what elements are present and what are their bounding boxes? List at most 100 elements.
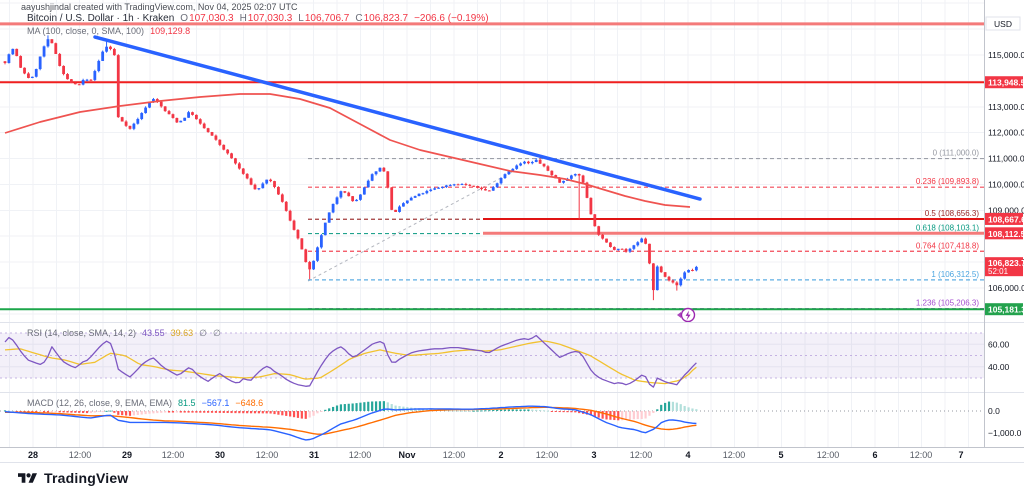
time-axis-label[interactable]: Nov bbox=[398, 450, 415, 460]
candle-body bbox=[655, 266, 659, 291]
time-axis-label[interactable]: 2 bbox=[498, 450, 503, 460]
candle-body bbox=[339, 191, 343, 198]
candle-body bbox=[444, 185, 448, 188]
macd-scale-tick: −1,000.0 bbox=[988, 428, 1022, 438]
macd-histogram-bar bbox=[269, 411, 272, 414]
time-axis-label[interactable]: 31 bbox=[309, 450, 319, 460]
time-axis-label[interactable]: 12:00 bbox=[536, 450, 559, 460]
candle-body bbox=[468, 184, 472, 186]
candle-body bbox=[425, 190, 429, 194]
time-axis-label[interactable]: 29 bbox=[122, 450, 132, 460]
candle-body bbox=[679, 278, 683, 286]
time-axis-label[interactable]: 12:00 bbox=[349, 450, 372, 460]
candle-body bbox=[546, 166, 550, 171]
candle-body bbox=[495, 183, 499, 188]
currency-badge[interactable] bbox=[985, 16, 1021, 31]
rsi-label[interactable]: RSI (14, close, SMA, 14, 2) bbox=[27, 328, 137, 338]
macd-histogram-bar bbox=[113, 411, 116, 413]
time-axis-label[interactable]: 12:00 bbox=[630, 450, 653, 460]
macd-histogram-bar bbox=[363, 402, 366, 411]
macd-histogram-bar bbox=[371, 401, 374, 411]
price-scale-tick: 109,000.0 bbox=[988, 205, 1024, 215]
candle-body bbox=[73, 82, 77, 85]
candle-body bbox=[70, 79, 73, 83]
rsi-upper-band-value: ∅ bbox=[199, 328, 207, 338]
macd-histogram-bar bbox=[230, 411, 233, 414]
candle-body bbox=[366, 180, 370, 188]
ma-value: 109,129.8 bbox=[150, 26, 191, 36]
macd-histogram-bar bbox=[453, 410, 456, 412]
time-axis-label[interactable]: 4 bbox=[685, 450, 690, 460]
candle-body bbox=[234, 158, 237, 164]
brand-name[interactable]: TradingView bbox=[44, 470, 129, 486]
macd-histogram-bar bbox=[335, 405, 339, 411]
rsi-legend[interactable]: RSI (14, close, SMA, 14, 2) 43.55 39.63 … bbox=[27, 328, 221, 339]
macd-histogram-bar bbox=[132, 411, 135, 416]
macd-histogram-bar bbox=[332, 406, 335, 411]
time-axis-label[interactable]: 12:00 bbox=[69, 450, 92, 460]
time-axis-label[interactable]: 28 bbox=[28, 450, 38, 460]
candle-body bbox=[355, 199, 358, 202]
candle-body bbox=[300, 238, 304, 250]
candle-body bbox=[81, 79, 85, 85]
time-axis-label[interactable]: 12:00 bbox=[256, 450, 279, 460]
candle-body bbox=[663, 272, 667, 277]
candle-body bbox=[187, 112, 190, 118]
candle-body bbox=[581, 175, 585, 183]
time-axis-label[interactable]: 12:00 bbox=[443, 450, 466, 460]
time-axis-label[interactable]: 5 bbox=[778, 450, 783, 460]
macd-histogram-bar bbox=[460, 410, 464, 412]
event-arrow-icon[interactable] bbox=[677, 312, 681, 318]
macd-histogram-bar bbox=[136, 411, 139, 415]
ma-100-line bbox=[4, 93, 691, 208]
candle-body bbox=[62, 65, 65, 75]
macd-histogram-bar bbox=[152, 411, 155, 414]
candle-body bbox=[241, 168, 245, 174]
time-axis-label[interactable]: 6 bbox=[872, 450, 877, 460]
time-axis-label[interactable]: 3 bbox=[591, 450, 596, 460]
candle-body bbox=[124, 121, 128, 126]
macd-histogram-bar bbox=[82, 411, 85, 413]
macd-histogram-bar bbox=[101, 411, 104, 412]
time-axis-label[interactable]: 7 bbox=[958, 450, 963, 460]
candle-body bbox=[11, 48, 15, 55]
candle-body bbox=[476, 186, 480, 188]
time-axis-label[interactable]: 12:00 bbox=[910, 450, 933, 460]
price-axis-label-text: 113,948.5 bbox=[988, 78, 1024, 88]
trendline[interactable] bbox=[93, 35, 702, 201]
macd-legend[interactable]: MACD (12, 26, close, 9, EMA, EMA) 81.5 −… bbox=[27, 398, 263, 408]
candle-body bbox=[374, 171, 378, 175]
candle-body bbox=[152, 99, 155, 102]
macd-histogram-bar bbox=[578, 411, 581, 414]
candle-body bbox=[347, 192, 351, 197]
macd-histogram-bar bbox=[488, 410, 491, 412]
symbol-legend[interactable]: Bitcoin / U.S. Dollar · 1h · Kraken O107… bbox=[27, 13, 489, 24]
candle-body bbox=[23, 67, 26, 74]
symbol-title[interactable]: Bitcoin / U.S. Dollar · 1h · Kraken bbox=[27, 13, 175, 24]
tradingview-logo-icon[interactable] bbox=[18, 470, 37, 487]
ma-label[interactable]: MA (100, close, 0, SMA, 100) bbox=[27, 26, 145, 36]
macd-histogram-bar bbox=[347, 403, 350, 411]
time-axis-label[interactable]: 30 bbox=[215, 450, 225, 460]
time-axis-label[interactable]: 12:00 bbox=[817, 450, 840, 460]
candle-body bbox=[398, 206, 401, 212]
candle-body bbox=[456, 184, 460, 186]
candle-body bbox=[319, 235, 323, 248]
macd-histogram-bar bbox=[42, 411, 46, 413]
time-axis-label[interactable]: 12:00 bbox=[723, 450, 746, 460]
candle-body bbox=[292, 220, 296, 230]
candle-body bbox=[659, 266, 663, 273]
ma-legend[interactable]: MA (100, close, 0, SMA, 100) 109,129.8 bbox=[27, 26, 190, 36]
macd-histogram-bar bbox=[249, 411, 253, 414]
chart-canvas[interactable]: 0 (111,000.0) 0.236 (109,893.8) 0.5 (108,6… bbox=[0, 0, 1024, 462]
candle-body bbox=[230, 153, 233, 159]
time-axis-label[interactable]: 12:00 bbox=[162, 450, 185, 460]
candle-body bbox=[538, 159, 542, 164]
macd-histogram-bar bbox=[89, 411, 93, 414]
candle-body bbox=[183, 117, 187, 121]
macd-histogram-bar bbox=[484, 410, 487, 412]
macd-label[interactable]: MACD (12, 26, close, 9, EMA, EMA) bbox=[27, 398, 173, 408]
macd-histogram-bar bbox=[222, 411, 225, 413]
macd-histogram-bar bbox=[683, 405, 686, 411]
